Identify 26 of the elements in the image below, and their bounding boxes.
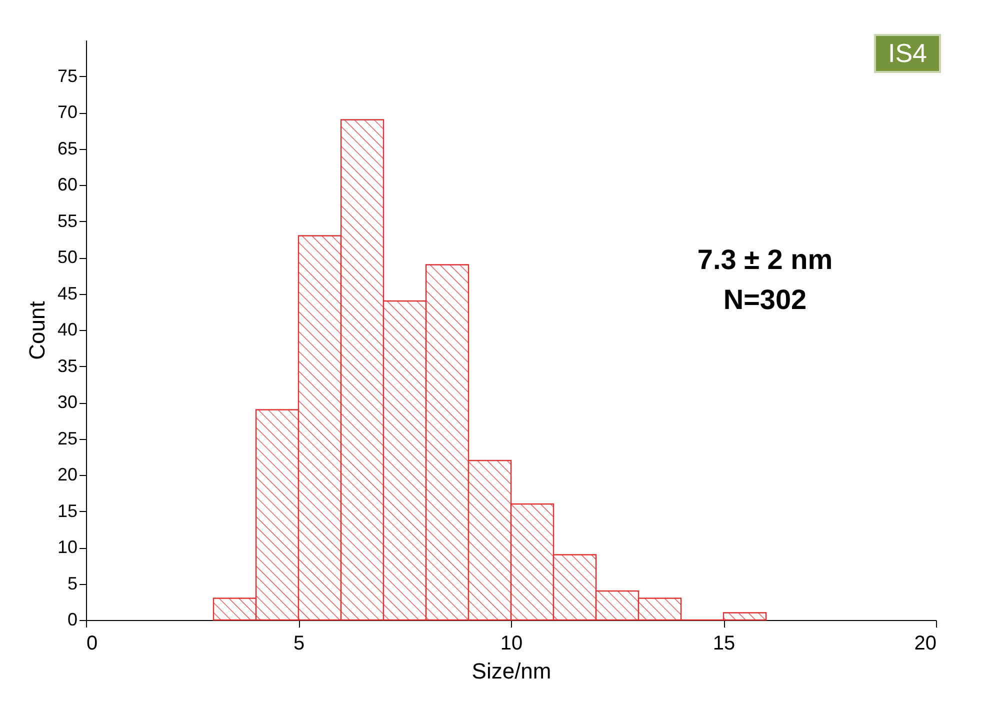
x-tick-label: 20 — [914, 632, 936, 654]
x-tick-label: 15 — [712, 632, 736, 654]
y-tick-label: 75 — [57, 66, 78, 86]
y-tick-label: 40 — [57, 320, 78, 340]
y-tick-label: 0 — [67, 610, 78, 630]
y-tick-label: 65 — [57, 138, 78, 158]
x-axis-title: Size/nm — [472, 658, 552, 684]
y-axis-title: Count — [24, 301, 50, 360]
y-tick-label: 55 — [57, 210, 78, 231]
x-tick-label: 10 — [500, 632, 523, 654]
y-tick-label: 30 — [57, 392, 78, 412]
annotation: IS4 — [874, 34, 941, 73]
y-tick-label: 45 — [57, 283, 78, 304]
y-tick-label: 5 — [67, 573, 78, 594]
y-tick-label: 35 — [57, 356, 78, 376]
y-tick-label: 70 — [57, 102, 78, 122]
y-tick-label: 15 — [57, 500, 78, 521]
y-tick-label: 50 — [57, 247, 78, 267]
annotation: N=302 — [722, 283, 808, 317]
y-tick-label: 60 — [57, 174, 78, 194]
x-tick-label: 5 — [293, 632, 305, 654]
y-tick-label: 10 — [57, 537, 78, 557]
x-tick-label: 0 — [86, 632, 98, 654]
y-tick-label: 25 — [57, 428, 78, 448]
annotation: 7.3 ± 2 nm — [696, 243, 834, 277]
y-tick-label: 20 — [57, 464, 78, 484]
